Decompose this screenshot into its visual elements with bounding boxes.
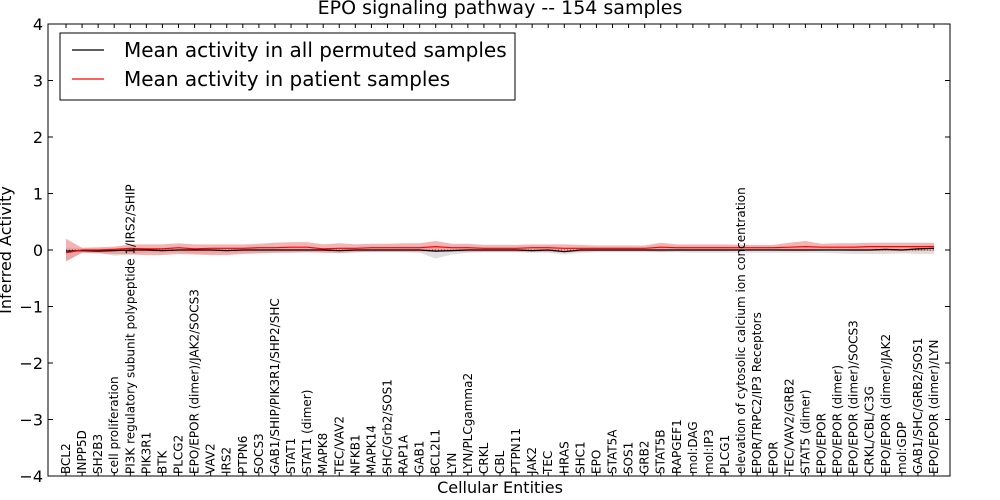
x-tick-label: BCL2 (59, 443, 73, 474)
x-tick-label: STAT5 (dimer) (798, 390, 812, 474)
x-tick-label: PLCG2 (172, 435, 186, 474)
x-tick-label: GAB1/SHIP/PIK3R1/SHP2/SHC (268, 298, 282, 474)
series-lines (65, 245, 935, 254)
x-tick-label: NFKB1 (348, 434, 362, 474)
x-tick-label: IRS2 (220, 447, 234, 474)
chart-title: EPO signaling pathway -- 154 samples (318, 0, 683, 19)
y-tick-label: −3 (19, 411, 43, 430)
x-tick-label: SOCS3 (252, 433, 266, 474)
x-tick-label: GRB2 (638, 440, 652, 474)
x-tick-label: INPP5D (75, 430, 89, 474)
legend-label-patient: Mean activity in patient samples (124, 67, 450, 91)
x-tick-label: RAPGEF1 (670, 419, 684, 474)
x-tick-label: PTPN11 (509, 428, 523, 474)
x-tick-label: MAPK8 (316, 433, 330, 474)
x-tick-label: EPO (589, 450, 603, 474)
x-tick-label: PTPN6 (236, 436, 250, 474)
x-tick-label: SHC1 (573, 441, 587, 474)
x-tick-label: mol:IP3 (702, 429, 716, 474)
x-tick-label: EPOR/TRPC2/IP3 Receptors (750, 312, 764, 474)
x-tick-label: SOS1 (622, 442, 636, 474)
x-tick-label: SH2B3 (91, 434, 105, 474)
x-tick-label: EPO/EPOR (dimer)/LYN (927, 340, 941, 474)
x-tick-label: cell proliferation (107, 376, 121, 474)
x-tick-label: EPO/EPOR (815, 413, 829, 474)
x-tick-label: HRAS (557, 441, 571, 474)
x-axis-ticks: BCL2 INPP5D SH2B3 cell proliferation PI3K re… (59, 24, 941, 476)
x-tick-label: RAP1A (397, 434, 411, 474)
x-tick-label: GAB1 (413, 441, 427, 474)
y-tick-label: 3 (33, 72, 43, 91)
y-tick-label: 1 (33, 185, 43, 204)
x-tick-label: CBL (493, 450, 507, 474)
x-tick-label: MAPK14 (364, 425, 378, 474)
y-tick-label: 2 (33, 128, 43, 147)
x-tick-label: PIK3R1 (139, 432, 153, 474)
y-tick-label: −1 (19, 298, 43, 317)
y-axis-ticks: −4 −3 −2 −1 0 1 2 3 4 (19, 15, 950, 486)
x-tick-label: LYN (445, 453, 459, 474)
x-axis-title: Cellular Entities (437, 478, 563, 497)
series-line-permuted (65, 247, 935, 253)
legend-label-permuted: Mean activity in all permuted samples (124, 38, 507, 62)
x-tick-label: EPO/EPOR (dimer)/JAK2/SOCS3 (188, 289, 202, 474)
x-tick-label: EPOR (766, 441, 780, 474)
y-tick-label: −4 (19, 467, 43, 486)
x-tick-label: JAK2 (525, 447, 539, 475)
x-tick-label: TEC/VAV2/GRB2 (782, 378, 796, 475)
x-tick-label: EPO/EPOR (dimer) (831, 365, 845, 474)
x-tick-label: mol:GDP (895, 422, 909, 474)
x-tick-label: LYN/PLCgamma2 (461, 373, 475, 474)
x-tick-label: PI3K regulatory subunit polypeptide 1/IR… (123, 184, 137, 474)
x-tick-label: CRKL (477, 442, 491, 474)
legend: Mean activity in all permuted samples Me… (59, 32, 516, 101)
x-tick-label: VAV2 (204, 443, 218, 474)
x-tick-label: mol:DAG (686, 421, 700, 474)
x-tick-label: EPO/EPOR (dimer)/JAK2 (879, 334, 893, 474)
x-tick-label: PLCG1 (718, 435, 732, 474)
x-tick-label: TEC/VAV2 (332, 416, 346, 475)
y-axis-title: Inferred Activity (0, 186, 15, 314)
y-tick-label: 0 (33, 241, 43, 260)
x-tick-label: STAT1 (284, 438, 298, 474)
x-tick-label: CRKL/CBL/C3G (863, 386, 877, 474)
x-tick-label: elevation of cytosolic calcium ion conce… (734, 187, 748, 474)
x-tick-label: STAT1 (dimer) (300, 390, 314, 474)
y-tick-label: 4 (33, 15, 43, 34)
x-tick-label: BCL2L1 (429, 429, 443, 474)
x-tick-label: BTK (155, 449, 169, 474)
x-tick-label: SHC/Grb2/SOS1 (381, 379, 395, 474)
y-tick-label: −2 (19, 354, 43, 373)
x-tick-label: STAT5A (606, 429, 620, 474)
legend-box (59, 32, 516, 101)
series-line-patient (65, 245, 934, 254)
x-tick-label: TEC (541, 451, 555, 475)
x-tick-label: GAB1/SHC/GRB2/SOS1 (911, 338, 925, 474)
x-tick-label: STAT5B (654, 430, 668, 475)
x-tick-label: EPO/EPOR (dimer)/SOCS3 (847, 320, 861, 474)
